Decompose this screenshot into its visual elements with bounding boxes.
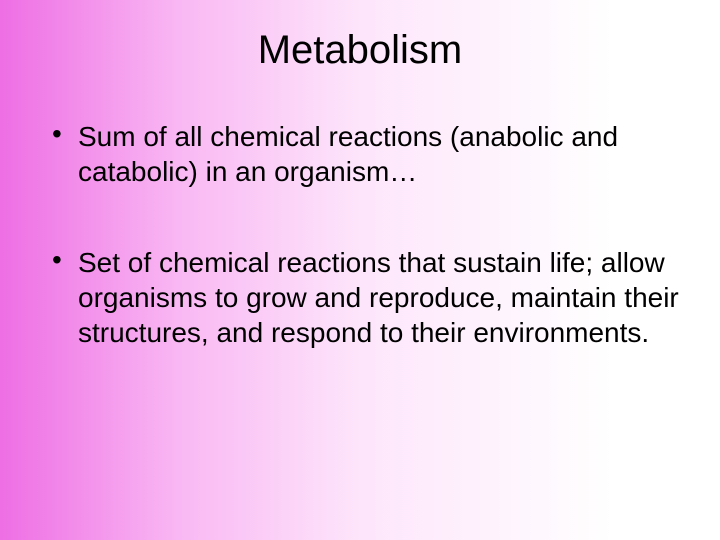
bullet-item: Set of chemical reactions that sustain l… <box>48 245 680 350</box>
bullet-text: Sum of all chemical reactions (anabolic … <box>78 119 680 189</box>
bullet-item: Sum of all chemical reactions (anabolic … <box>48 119 680 189</box>
bullet-text: Set of chemical reactions that sustain l… <box>78 245 680 350</box>
slide-title: Metabolism <box>40 28 680 73</box>
bullet-list: Sum of all chemical reactions (anabolic … <box>40 119 680 350</box>
slide: Metabolism Sum of all chemical reactions… <box>0 0 720 540</box>
